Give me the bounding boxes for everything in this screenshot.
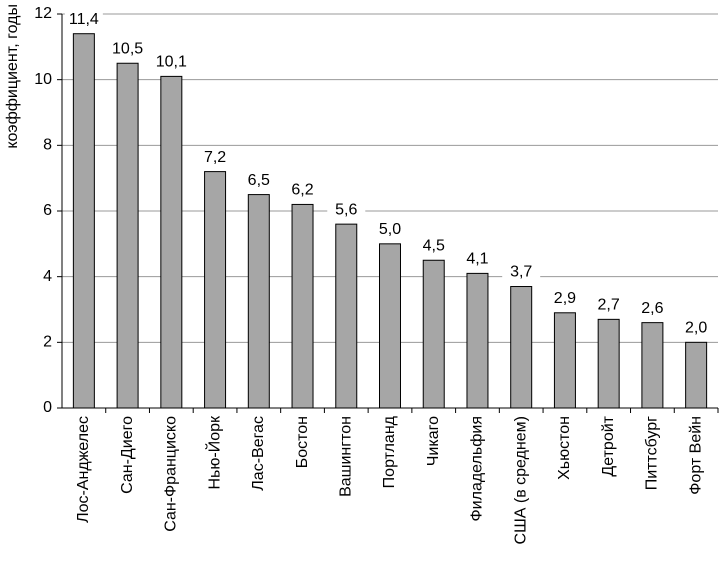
value-label: 5,0 xyxy=(379,221,401,238)
value-label-bg xyxy=(677,319,716,338)
value-label-bg xyxy=(108,40,147,59)
y-tick-label: 0 xyxy=(43,399,52,416)
bar xyxy=(597,318,620,409)
x-tick-label: Нью-Йорк xyxy=(204,415,223,490)
value-label: 6,5 xyxy=(248,172,270,189)
bar xyxy=(116,62,139,409)
value-label: 11,4 xyxy=(69,11,99,28)
value-label-bg xyxy=(196,148,235,167)
x-tick-label: Бостон xyxy=(294,416,311,468)
value-label-bg xyxy=(502,263,541,282)
bar xyxy=(510,286,533,409)
x-tick-label: Вашингтон xyxy=(337,416,354,497)
value-label: 2,6 xyxy=(641,300,663,317)
value-label-bg xyxy=(283,181,322,200)
y-tick-label: 8 xyxy=(43,137,52,154)
value-label: 10,5 xyxy=(112,40,143,57)
value-label-bg xyxy=(545,289,584,308)
value-label: 2,7 xyxy=(598,297,620,314)
y-tick-label: 10 xyxy=(34,71,52,88)
value-label: 2,0 xyxy=(685,320,707,337)
y-tick-label: 2 xyxy=(43,334,52,351)
x-tick-label: Сан-Франциско xyxy=(163,416,180,532)
x-tick-label: Лас-Вегас xyxy=(250,416,267,491)
bar xyxy=(379,243,401,409)
x-tick-label: Сан-Диего xyxy=(119,416,136,494)
x-tick-label: Портланд xyxy=(381,415,398,488)
bar xyxy=(685,341,708,409)
y-tick-label: 6 xyxy=(43,202,52,219)
y-tick-label: 4 xyxy=(43,268,52,285)
value-label-bg xyxy=(633,299,672,318)
value-label-bg xyxy=(458,250,497,269)
value-label-bg xyxy=(371,220,409,239)
x-tick-label: Филадельфия xyxy=(469,416,486,521)
bar xyxy=(466,272,489,409)
bar xyxy=(641,322,664,409)
y-axis-label: коэффициент, годы xyxy=(4,4,21,149)
y-tick-label: 12 xyxy=(34,5,52,22)
value-label: 4,1 xyxy=(466,251,488,268)
value-label: 6,2 xyxy=(291,182,313,199)
bar xyxy=(72,33,95,409)
x-tick-label: Чикаго xyxy=(425,416,442,466)
bar xyxy=(422,259,445,409)
value-label-bg xyxy=(414,237,453,256)
value-label-bg xyxy=(327,201,366,220)
value-label: 7,2 xyxy=(204,149,226,166)
x-tick-label: США (в среднем) xyxy=(512,416,529,544)
value-label-bg xyxy=(589,296,628,315)
bar xyxy=(204,171,227,409)
value-label: 5,6 xyxy=(335,201,357,218)
value-label: 4,5 xyxy=(423,237,445,254)
x-tick-label: Форт Вейн xyxy=(687,416,704,495)
bar xyxy=(335,223,358,409)
x-tick-label: Хьюстон xyxy=(556,416,573,480)
bar xyxy=(291,203,314,409)
value-label-bg xyxy=(152,53,191,72)
bar xyxy=(553,312,576,409)
bar xyxy=(160,75,183,409)
value-label: 2,9 xyxy=(554,290,576,307)
x-tick-label: Детройт xyxy=(600,415,617,476)
x-tick-label: Лос-Анджелес xyxy=(75,416,92,523)
bar xyxy=(247,194,270,409)
value-label: 3,7 xyxy=(510,264,532,281)
x-tick-label: Питтсбург xyxy=(644,416,661,490)
value-label: 10,1 xyxy=(156,54,187,71)
value-label-bg xyxy=(64,10,103,29)
value-label-bg xyxy=(239,171,278,190)
